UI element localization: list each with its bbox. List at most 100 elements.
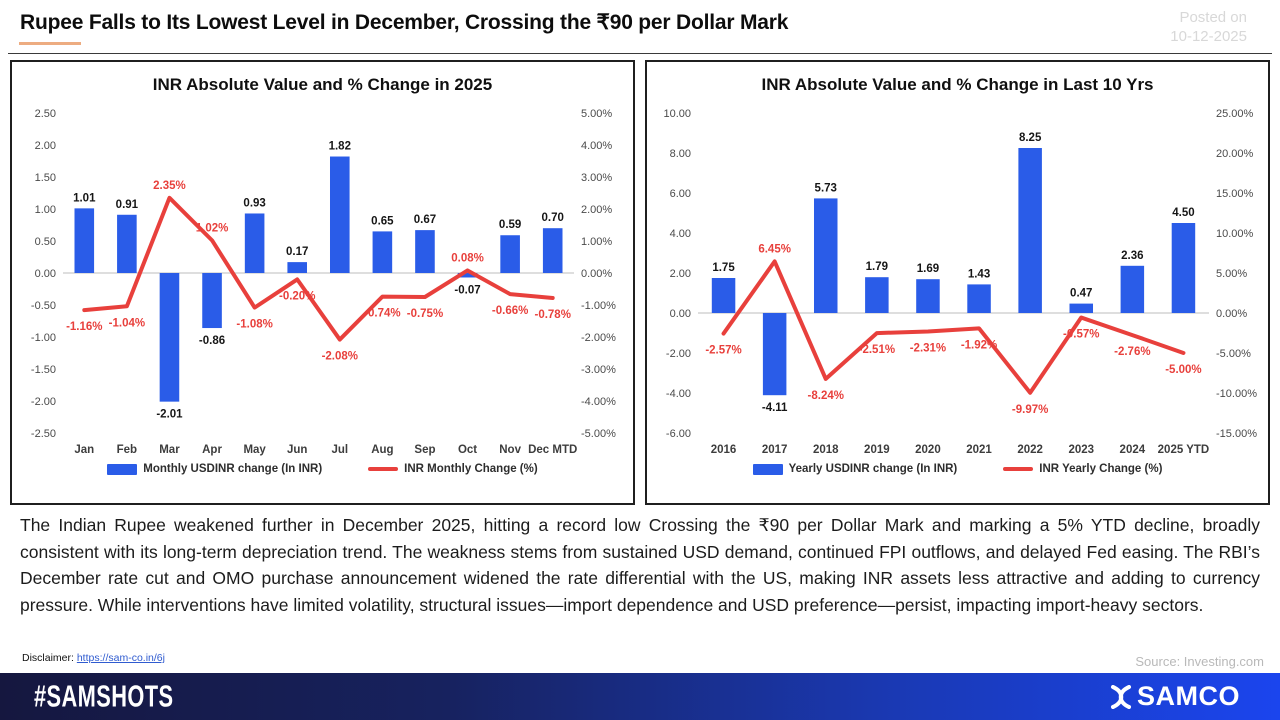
charts-row: INR Absolute Value and % Change in 2025 … — [10, 60, 1270, 505]
legend-label: INR Monthly Change (%) — [404, 463, 538, 475]
bar — [762, 313, 786, 396]
summary-paragraph: The Indian Rupee weakened further in Dec… — [20, 515, 1260, 615]
bar-series-swatch — [752, 463, 783, 475]
bar — [813, 198, 838, 313]
left-axis-tick: 1.50 — [34, 172, 55, 184]
samco-logo-icon — [1111, 684, 1131, 709]
bar-value-label: 0.91 — [115, 199, 138, 211]
left-axis-tick: -0.50 — [30, 300, 55, 312]
bar-value-label: 2.36 — [1121, 250, 1143, 262]
line-series-swatch — [1003, 467, 1034, 471]
right-axis-tick: 3.00% — [581, 172, 612, 184]
line-value-label: -5.00% — [1165, 364, 1201, 376]
samco-logo: SAMCO — [1109, 681, 1240, 712]
left-axis-tick: 0.00 — [669, 308, 690, 320]
bar — [864, 277, 889, 313]
right-axis-tick: 2.00% — [581, 204, 612, 216]
yearly-chart-plot: 10.00 8.00 6.00 4.00 2.00 0.00 -2.00 -4.00 -6.00… — [663, 108, 1257, 456]
bar-value-label: 0.17 — [286, 246, 308, 258]
posted-on: Posted on 10-12-2025 — [1170, 8, 1247, 46]
bar-value-label: 1.75 — [712, 262, 735, 274]
posted-on-date: 10-12-2025 — [1170, 28, 1247, 45]
x-axis-label: 2024 — [1119, 444, 1145, 456]
bar — [966, 284, 991, 313]
bar — [1068, 303, 1093, 313]
bar — [542, 228, 563, 273]
bar-value-label: 1.69 — [916, 263, 938, 275]
x-axis-label: 2017 — [761, 444, 787, 456]
title-accent-underline — [19, 42, 81, 45]
line-value-label: -2.57% — [705, 345, 741, 357]
bar-value-label: 8.25 — [1018, 132, 1041, 144]
line-value-label: -2.76% — [1114, 346, 1150, 358]
monthly-chart-plot: 2.50 2.00 1.50 1.00 0.50 0.00 -0.50 -1.00 -1.50 -… — [30, 108, 616, 456]
line-value-label: 1.02% — [195, 222, 228, 234]
line-series — [81, 195, 555, 342]
bar-value-label: 1.01 — [73, 192, 96, 204]
bar-series-swatch — [107, 463, 138, 475]
left-axis-tick: 2.00 — [669, 268, 690, 280]
bar — [414, 230, 435, 273]
x-axis-label: 2021 — [966, 444, 992, 456]
left-axis-tick: -2.00 — [30, 396, 55, 408]
right-axis-tick: -1.00% — [581, 300, 616, 312]
left-axis-tick: -1.50 — [30, 364, 55, 376]
x-axis-label: Jun — [286, 444, 306, 456]
line-value-label: -0.20% — [278, 290, 314, 302]
x-axis-label: 2020 — [915, 444, 941, 456]
footer-bar: #SAMSHOTS SAMCO — [0, 673, 1280, 720]
right-axis-tick: -4.00% — [581, 396, 616, 408]
left-axis-tick: -6.00 — [665, 428, 690, 440]
bar — [201, 273, 222, 329]
right-axis-tick: -3.00% — [581, 364, 616, 376]
x-axis-label: 2022 — [1017, 444, 1043, 456]
right-axis-tick: 15.00% — [1216, 188, 1254, 200]
bar-value-label: -0.86 — [198, 335, 224, 347]
left-axis-tick: -1.00 — [30, 332, 55, 344]
posted-on-label: Posted on — [1179, 9, 1247, 26]
x-axis-label: 2016 — [710, 444, 736, 456]
bar-value-label: 5.73 — [814, 182, 836, 194]
line-value-label: -8.24% — [807, 390, 843, 402]
x-axis-label: Mar — [159, 444, 180, 456]
disclaimer-link[interactable]: https://sam-co.in/6j — [76, 652, 165, 664]
legend-label: Monthly USDINR change (In INR) — [143, 463, 323, 475]
bar — [372, 231, 392, 273]
bar-value-label: 4.50 — [1172, 207, 1194, 219]
right-axis-tick: 0.00% — [581, 268, 612, 280]
line-series — [721, 259, 1185, 395]
right-axis-tick: -15.00% — [1216, 428, 1257, 440]
bar-value-label: 0.70 — [541, 212, 563, 224]
left-axis-tick: -2.50 — [30, 428, 55, 440]
bar-value-label: -0.07 — [454, 284, 480, 296]
bar-value-label: 0.67 — [413, 214, 435, 226]
x-axis-label: Aug — [371, 444, 393, 456]
right-axis-tick: 0.00% — [1216, 308, 1247, 320]
right-axis-tick: 5.00% — [1216, 268, 1247, 280]
chart-legend: Monthly USDINR change (In INR) INR Month… — [12, 463, 633, 475]
line-value-label: 6.45% — [758, 243, 791, 255]
bar — [286, 262, 307, 273]
bar — [499, 235, 520, 273]
left-axis-tick: -4.00 — [665, 388, 690, 400]
x-axis-label: 2019 — [864, 444, 890, 456]
x-axis-label: May — [243, 444, 266, 456]
bar-value-label: 1.82 — [328, 141, 350, 153]
legend-item-bars: Yearly USDINR change (In INR) — [752, 463, 958, 475]
right-axis-tick: 5.00% — [581, 108, 612, 120]
bar-value-label: 0.65 — [371, 215, 394, 227]
left-axis-tick: 1.00 — [34, 204, 55, 216]
x-axis-label: 2018 — [812, 444, 838, 456]
right-axis-tick: -2.00% — [581, 332, 616, 344]
right-axis-tick: 10.00% — [1216, 228, 1254, 240]
bar — [73, 208, 94, 273]
line-value-label: -2.31% — [909, 342, 945, 354]
legend-label: Yearly USDINR change (In INR) — [788, 463, 958, 475]
line-value-label: -2.51% — [858, 344, 894, 356]
line-value-label: -0.66% — [491, 305, 527, 317]
left-axis-tick: 2.00 — [34, 140, 55, 152]
right-axis-tick: -10.00% — [1216, 388, 1257, 400]
line-value-label: 2.35% — [153, 180, 186, 192]
line-value-label: -1.16% — [66, 321, 102, 333]
